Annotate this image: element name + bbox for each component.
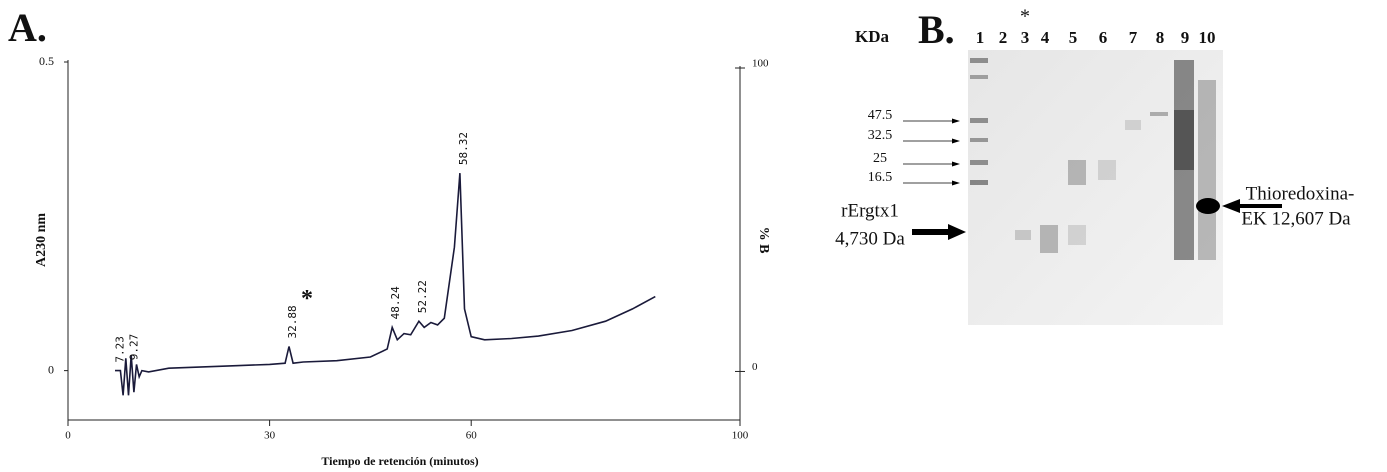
peak-label: 58.32 [457,132,470,165]
marker-arrow-head [952,139,960,144]
annotation: rErgtx1 [841,200,899,221]
peak-label: 48.24 [389,286,402,319]
lane-label: 2 [999,28,1008,47]
y-tick-label: 0.5 [39,54,54,68]
page: A. A230 nm % B Tiempo de retención (minu… [0,0,1387,472]
annotation: EK 12,607 Da [1241,208,1351,229]
x-tick-label: 0 [65,430,71,442]
peak-label: 7.23 [114,336,127,363]
arrow-head [1222,199,1240,213]
panel-label: B. [918,7,955,52]
lane-label: 3 [1021,28,1030,47]
marker-arrow-head [952,119,960,124]
y2-tick-label: 0 [752,361,758,373]
asterisk: * [1020,6,1030,28]
arrow-head [948,224,966,240]
x-axis-label: Tiempo de retención (minutos) [321,454,478,468]
kda-label: KDa [855,27,890,46]
marker-label: 32.5 [868,128,893,143]
lane-label: 10 [1199,28,1216,47]
peak-asterisk: * [301,286,313,312]
x-tick-label: 60 [466,430,478,442]
figure: A. A230 nm % B Tiempo de retención (minu… [0,0,1387,472]
lane-label: 4 [1041,28,1050,47]
marker-label: 47.5 [868,108,893,123]
lane-label: 1 [976,28,985,47]
annotation: Thioredoxina- [1246,183,1355,204]
peak-label: 32.88 [286,305,299,338]
lane-label: 7 [1129,28,1138,47]
marker-label: 25 [873,151,887,166]
panel-label: A. [8,5,47,50]
x-tick-label: 30 [264,430,276,442]
lane-label: 8 [1156,28,1165,47]
lane-label: 6 [1099,28,1108,47]
marker-arrow-head [952,181,960,186]
y-axis-label: A230 nm [34,213,49,267]
peak-label: 52.22 [416,280,429,313]
peak-label: 9.27 [127,334,140,361]
marker-arrow-head [952,162,960,167]
lane-label: 5 [1069,28,1078,47]
x-tick-label: 100 [732,430,749,442]
lane-label: 9 [1181,28,1190,47]
y2-axis-label: % B [756,227,771,254]
y2-tick-label: 100 [752,58,769,70]
marker-label: 16.5 [868,170,893,185]
trace [115,173,655,395]
annotation: 4,730 Da [835,228,905,249]
y-tick-label: 0 [48,362,54,376]
